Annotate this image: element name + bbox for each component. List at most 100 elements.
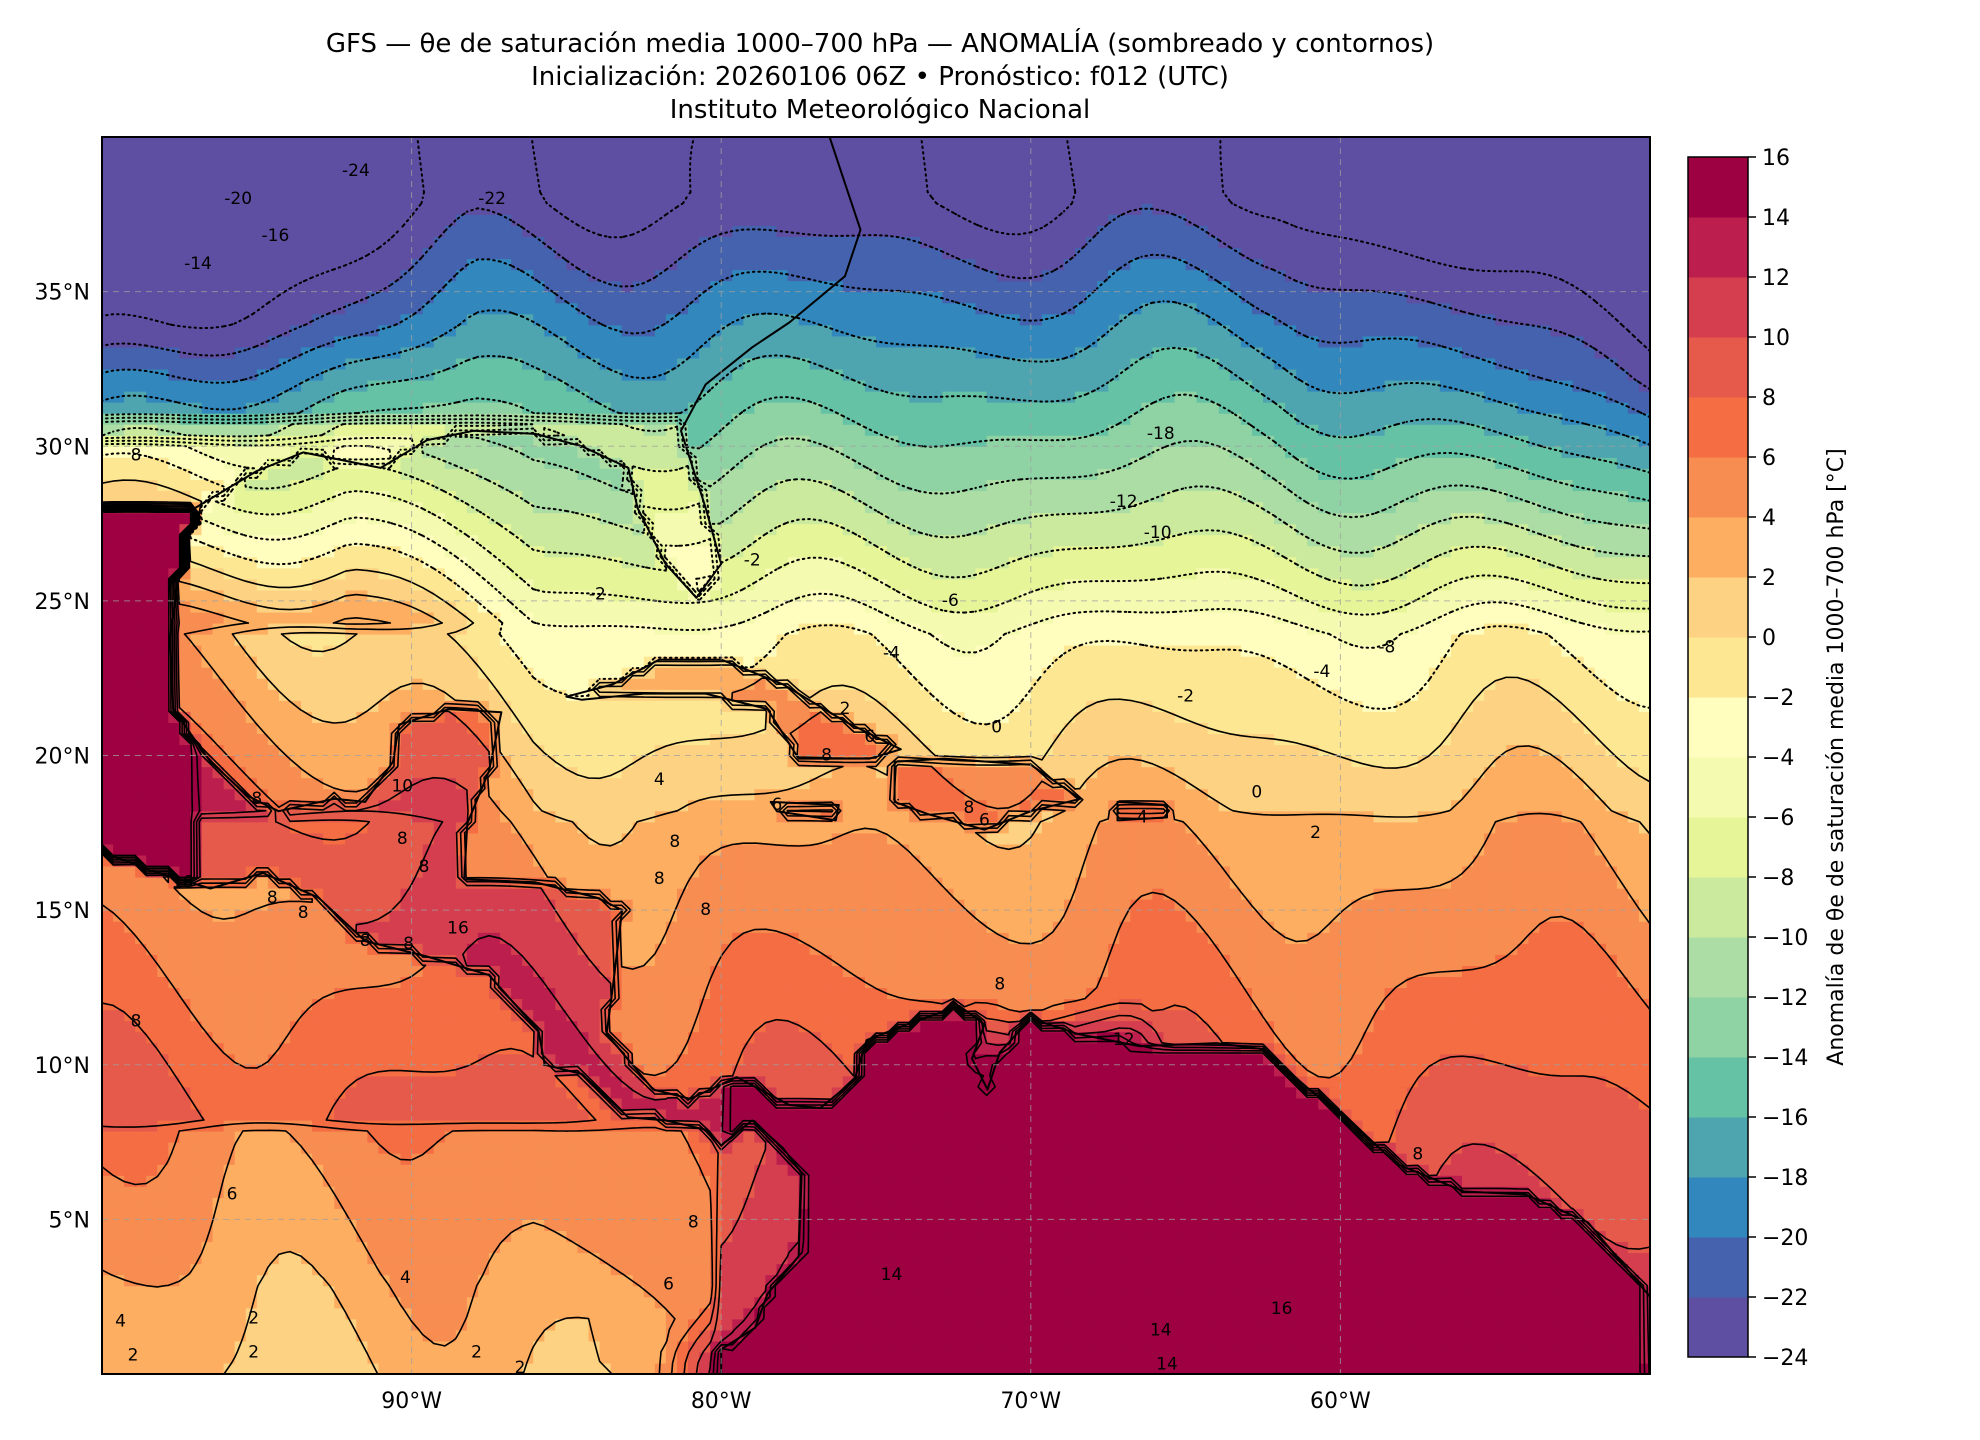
- shade-cell: [146, 1208, 158, 1220]
- shade-cell: [1539, 1108, 1552, 1121]
- shade-cell: [1373, 1208, 1386, 1220]
- shade-cell: [1605, 1097, 1618, 1110]
- shade-cell: [942, 1053, 954, 1066]
- shade-cell: [1075, 1075, 1087, 1088]
- shade-cell: [931, 987, 943, 1000]
- shade-cell: [1119, 1131, 1131, 1143]
- shade-cell: [942, 1263, 954, 1276]
- shade-cell: [477, 1009, 490, 1022]
- shade-cell: [146, 1053, 158, 1066]
- shade-cell: [1041, 1075, 1054, 1088]
- shade-cell: [1163, 1142, 1176, 1154]
- shade-cell: [1638, 998, 1650, 1011]
- shade-cell: [1329, 998, 1341, 1011]
- shade-cell: [113, 1086, 125, 1099]
- shade-cell: [942, 1075, 954, 1088]
- shade-cell: [1495, 998, 1507, 1011]
- shade-cell: [975, 1108, 988, 1121]
- shade-cell: [1130, 1108, 1142, 1121]
- shade-cell: [1251, 1351, 1264, 1364]
- shade-cell: [544, 1075, 556, 1088]
- shade-cell: [1030, 1208, 1043, 1220]
- shade-cell: [1318, 1175, 1330, 1187]
- shade-cell: [1428, 1197, 1441, 1209]
- shade-cell: [389, 1086, 402, 1099]
- shade-cell: [610, 1351, 623, 1364]
- shade-cell: [1263, 1164, 1275, 1176]
- shade-cell: [1130, 1362, 1142, 1374]
- shade-cell: [1417, 1086, 1430, 1099]
- shade-cell: [1428, 1175, 1441, 1187]
- shade-cell: [555, 1351, 567, 1364]
- shade-cell: [1041, 1097, 1054, 1110]
- shade-cell: [1539, 1219, 1552, 1232]
- shade-cell: [433, 976, 446, 989]
- shade-cell: [1406, 1362, 1419, 1374]
- shade-cell: [743, 1164, 755, 1176]
- shade-cell: [876, 1164, 888, 1176]
- shade-cell: [345, 1186, 357, 1198]
- shade-cell: [566, 1053, 579, 1066]
- shade-cell: [223, 1252, 236, 1265]
- shade-cell: [389, 1285, 402, 1298]
- shade-cell: [798, 976, 811, 989]
- shade-cell: [146, 1285, 158, 1298]
- shade-cell: [1130, 1274, 1142, 1287]
- shade-cell: [676, 1219, 689, 1232]
- shade-cell: [367, 1296, 380, 1309]
- shade-cell: [533, 1108, 545, 1121]
- shade-cell: [1152, 1362, 1165, 1374]
- shade-cell: [1351, 1020, 1364, 1033]
- shade-cell: [444, 1219, 457, 1232]
- shade-cell: [1550, 1031, 1563, 1044]
- shade-cell: [665, 998, 678, 1011]
- shade-cell: [1086, 987, 1098, 1000]
- shade-cell: [1086, 1075, 1098, 1088]
- shade-cell: [1616, 1053, 1629, 1066]
- shade-cell: [201, 1241, 214, 1254]
- shade-cell: [1052, 1351, 1065, 1364]
- shade-cell: [1052, 1164, 1065, 1176]
- shade-cell: [323, 1053, 335, 1066]
- shade-cell: [953, 1131, 966, 1143]
- shade-cell: [356, 1031, 368, 1044]
- shade-cell: [1185, 1307, 1198, 1320]
- shade-cell: [876, 1340, 888, 1353]
- shade-cell: [1417, 1362, 1430, 1374]
- shade-cell: [323, 1252, 335, 1265]
- shade-cell: [1119, 1351, 1131, 1364]
- shade-cell: [500, 1362, 512, 1374]
- shade-cell: [809, 1296, 822, 1309]
- shade-cell: [1229, 1097, 1242, 1110]
- shade-cell: [444, 1351, 457, 1364]
- shade-cell: [732, 1097, 744, 1110]
- shade-cell: [256, 1362, 269, 1374]
- shade-cell: [1285, 1020, 1297, 1033]
- shade-cell: [831, 1153, 844, 1165]
- shade-cell: [1539, 1142, 1552, 1154]
- shade-cell: [444, 1252, 457, 1265]
- shade-cell: [500, 1197, 512, 1209]
- shade-cell: [853, 998, 866, 1011]
- shade-cell: [1395, 1053, 1408, 1066]
- shade-cell: [1351, 1307, 1364, 1320]
- shade-cell: [1141, 998, 1154, 1011]
- shade-cell: [334, 1307, 346, 1320]
- shade-cell: [599, 1329, 612, 1342]
- shade-cell: [1550, 1064, 1563, 1077]
- shade-cell: [577, 1108, 590, 1121]
- shade-cell: [610, 1362, 623, 1374]
- shade-cell: [1130, 1351, 1142, 1364]
- shade-cell: [1307, 1208, 1319, 1220]
- shade-cell: [654, 987, 667, 1000]
- shade-cell: [489, 1329, 501, 1342]
- shade-cell: [1119, 1219, 1131, 1232]
- shade-cell: [1097, 1274, 1109, 1287]
- shade-cell: [356, 1153, 368, 1165]
- shade-cell: [1484, 1119, 1496, 1132]
- shade-cell: [721, 1329, 733, 1342]
- shade-cell: [400, 1108, 413, 1121]
- shade-cell: [721, 1197, 733, 1209]
- shade-cell: [1594, 1131, 1607, 1143]
